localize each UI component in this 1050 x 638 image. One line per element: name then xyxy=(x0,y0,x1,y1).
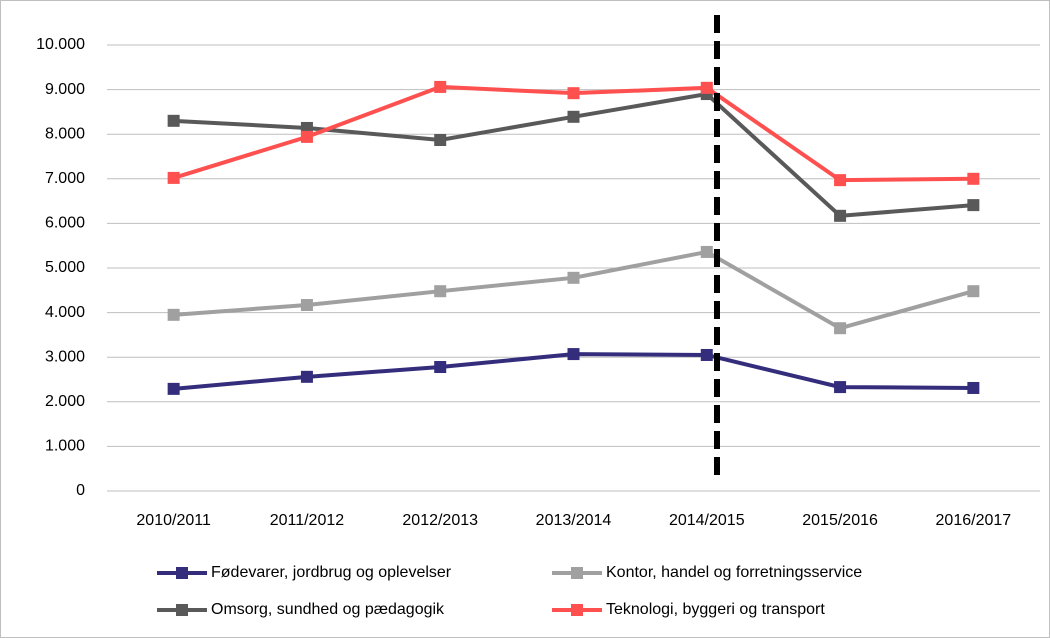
x-tick-label: 2016/2017 xyxy=(936,512,1012,529)
y-tick-label: 9.000 xyxy=(45,81,85,98)
point-marker xyxy=(834,174,847,187)
y-tick-label: 5.000 xyxy=(45,259,85,276)
point-marker xyxy=(434,361,447,374)
y-tick-label: 2.000 xyxy=(45,393,85,410)
y-tick-label: 8.000 xyxy=(45,125,85,142)
legend-label: Omsorg, sundhed og pædagogik xyxy=(211,601,445,618)
y-tick-label: 7.000 xyxy=(45,170,85,187)
point-marker xyxy=(167,114,180,127)
legend-swatch-marker xyxy=(571,604,583,616)
point-marker xyxy=(834,381,847,394)
point-marker xyxy=(434,133,447,146)
point-marker xyxy=(167,308,180,321)
legend-swatch-marker xyxy=(176,604,188,616)
point-marker xyxy=(167,171,180,184)
point-marker xyxy=(567,110,580,123)
x-tick-label: 2014/2015 xyxy=(669,512,745,529)
point-marker xyxy=(967,285,980,298)
point-marker xyxy=(434,80,447,93)
x-tick-label: 2011/2012 xyxy=(270,512,345,529)
point-marker xyxy=(834,322,847,335)
x-tick-label: 2015/2016 xyxy=(802,512,878,529)
y-tick-label: 10.000 xyxy=(36,36,85,53)
legend-label: Teknologi, byggeri og transport xyxy=(606,601,825,618)
point-marker xyxy=(834,209,847,222)
point-marker xyxy=(567,271,580,284)
legend-swatch-marker xyxy=(571,567,583,579)
legend-label: Kontor, handel og forretningsservice xyxy=(606,564,862,581)
point-marker xyxy=(167,382,180,395)
point-marker xyxy=(300,370,313,383)
point-marker xyxy=(967,199,980,212)
legend-label: Fødevarer, jordbrug og oplevelser xyxy=(211,564,452,581)
point-marker xyxy=(567,348,580,361)
point-marker xyxy=(567,87,580,100)
y-tick-label: 0 xyxy=(76,482,85,499)
point-marker xyxy=(434,285,447,298)
point-marker xyxy=(967,172,980,185)
point-marker xyxy=(700,81,713,94)
point-marker xyxy=(300,299,313,312)
y-tick-label: 6.000 xyxy=(45,215,85,232)
y-tick-label: 3.000 xyxy=(45,348,85,365)
x-tick-label: 2010/2011 xyxy=(136,512,211,529)
y-tick-label: 1.000 xyxy=(45,438,85,455)
point-marker xyxy=(700,245,713,258)
x-tick-label: 2012/2013 xyxy=(402,512,478,529)
point-marker xyxy=(967,381,980,394)
legend-swatch-marker xyxy=(176,567,188,579)
point-marker xyxy=(300,130,313,143)
point-marker xyxy=(300,121,313,134)
y-tick-label: 4.000 xyxy=(45,304,85,321)
point-marker xyxy=(700,348,713,361)
x-tick-label: 2013/2014 xyxy=(536,512,612,529)
